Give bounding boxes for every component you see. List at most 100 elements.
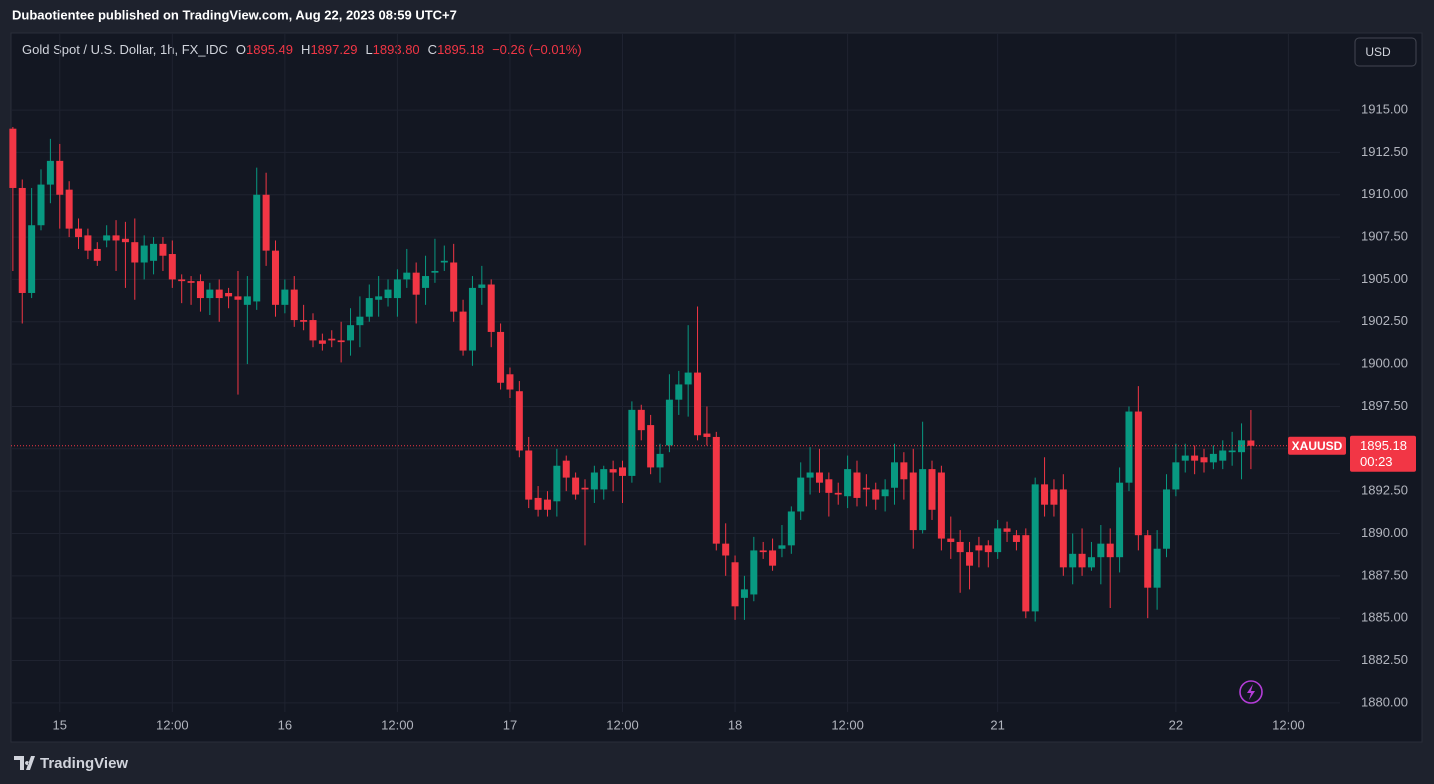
candle-body <box>900 462 908 480</box>
candle-body <box>1162 489 1170 549</box>
candle-body <box>1153 548 1161 588</box>
x-tick-label: 12:00 <box>1272 717 1305 732</box>
candle-body <box>1087 557 1095 568</box>
candle-body <box>281 289 289 305</box>
candle-body <box>881 489 889 497</box>
candle-body <box>84 235 92 251</box>
y-tick-label: 1885.00 <box>1361 610 1408 625</box>
candle-body <box>253 194 261 302</box>
y-tick-label: 1882.50 <box>1361 652 1408 667</box>
candle-body <box>787 511 795 546</box>
candle-body <box>975 545 983 551</box>
candle-body <box>187 281 195 283</box>
candle-body <box>384 289 392 299</box>
candle-body <box>769 550 777 566</box>
candle-body <box>909 472 917 531</box>
candle-body <box>206 289 214 299</box>
candle-body <box>393 279 401 299</box>
candle-body <box>56 160 64 195</box>
publisher: Dubaotientee published on TradingView.co… <box>12 7 457 22</box>
candle-body <box>647 425 655 468</box>
alert-bolt <box>1247 684 1255 700</box>
candle-body <box>487 284 495 332</box>
x-tick-label: 21 <box>990 717 1004 732</box>
candle-body <box>1228 450 1236 453</box>
candle-body <box>440 260 448 263</box>
candle-body <box>759 550 767 553</box>
candles <box>9 126 1255 622</box>
candle-body <box>150 243 158 261</box>
candle-body <box>712 436 720 544</box>
candle-body <box>468 287 476 351</box>
candle-body <box>1209 453 1217 463</box>
candle-body <box>722 543 730 556</box>
candle-body <box>731 562 739 607</box>
candle-body <box>844 469 852 497</box>
candle-body <box>600 469 608 490</box>
candle-body <box>300 320 308 322</box>
candle-body <box>919 469 927 531</box>
currency-button[interactable] <box>1354 37 1417 67</box>
candle-body <box>778 545 786 549</box>
candle-body <box>890 462 898 488</box>
candle-body <box>422 276 430 288</box>
candle-body <box>497 331 505 383</box>
candle-body <box>93 248 101 261</box>
legend-value: 1897.29 <box>310 42 357 57</box>
candle-body <box>694 372 702 436</box>
candle-body <box>337 340 345 343</box>
legend-key: L <box>365 42 372 57</box>
x-tick-label: 12:00 <box>156 717 189 732</box>
candle-body <box>178 279 186 282</box>
candle-body <box>75 228 83 238</box>
y-tick-label: 1910.00 <box>1361 186 1408 201</box>
y-tick-label: 1880.00 <box>1361 694 1408 709</box>
alert-icon[interactable] <box>1239 680 1263 704</box>
candle-body <box>956 541 964 553</box>
candle-body <box>18 187 26 293</box>
candle-body <box>806 472 814 478</box>
candle-body <box>834 492 842 495</box>
candle-body <box>356 316 364 326</box>
candle-body <box>1116 482 1124 558</box>
brand: TradingView <box>40 755 128 772</box>
candle-body <box>225 292 233 297</box>
logo <box>14 756 35 770</box>
candle-body <box>215 289 223 299</box>
candle-body <box>290 289 298 321</box>
y-tick-label: 1890.00 <box>1361 525 1408 540</box>
x-tick-label: 12:00 <box>831 717 864 732</box>
candle-body <box>1200 457 1208 463</box>
x-tick-label: 12:00 <box>606 717 639 732</box>
candle-body <box>862 487 870 490</box>
candle-body <box>347 325 355 341</box>
legend-key: H <box>301 42 310 57</box>
candle-body <box>515 391 523 451</box>
candle-body <box>140 245 148 263</box>
candle-body <box>928 469 936 510</box>
x-tick-label: 18 <box>728 717 742 732</box>
y-tick-label: 1902.50 <box>1361 313 1408 328</box>
candle-body <box>9 128 17 188</box>
candle-body <box>525 450 533 500</box>
candle-body <box>121 238 129 243</box>
candle-body <box>1078 553 1086 568</box>
candle-body <box>450 262 458 312</box>
candle-body <box>543 499 551 510</box>
y-tick-label: 1887.50 <box>1361 567 1408 582</box>
candle-body <box>703 433 711 437</box>
currency[interactable]: USD <box>1365 45 1391 59</box>
candle-body <box>1125 411 1133 483</box>
candle-body <box>309 320 317 341</box>
candle-body <box>590 472 598 490</box>
y-tick-label: 1892.50 <box>1361 483 1408 498</box>
candle-body <box>815 472 823 483</box>
candle-body <box>168 254 176 280</box>
y-tick-label: 1907.50 <box>1361 229 1408 244</box>
candle-body <box>750 550 758 595</box>
candle-body <box>872 489 880 500</box>
candle-body <box>159 243 167 256</box>
candle-body <box>553 465 561 502</box>
candle-body <box>431 270 439 273</box>
y-tick-label: 1897.50 <box>1361 398 1408 413</box>
